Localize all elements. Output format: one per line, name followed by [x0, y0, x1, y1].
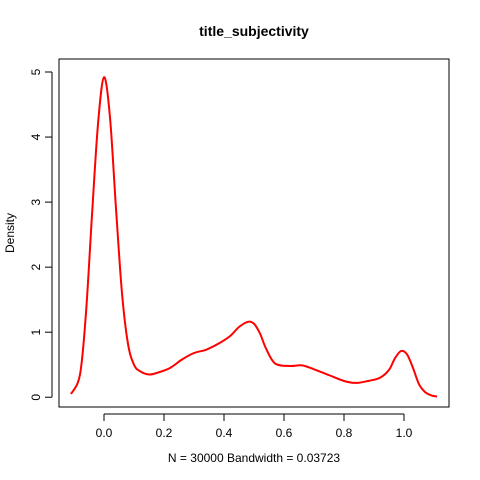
x-tick-label: 0.4 [216, 426, 233, 440]
x-tick-label: 0.2 [156, 426, 173, 440]
y-tick-label: 0 [29, 394, 43, 401]
y-tick-label: 4 [29, 133, 43, 140]
y-tick-label: 3 [29, 198, 43, 205]
x-tick-label: 0.0 [96, 426, 113, 440]
chart-title: title_subjectivity [199, 23, 309, 39]
x-axis: 0.0 0.2 0.4 0.6 0.8 1.0 [96, 413, 413, 440]
y-tick-label: 2 [29, 263, 43, 270]
x-tick-label: 1.0 [396, 426, 413, 440]
x-axis-label: N = 30000 Bandwidth = 0.03723 [168, 451, 340, 465]
plot-frame [58, 58, 450, 408]
y-tick-label: 1 [29, 329, 43, 336]
density-curve [70, 76, 438, 398]
y-tick-label: 5 [29, 68, 43, 75]
x-tick-label: 0.6 [276, 426, 293, 440]
y-axis-label: Density [3, 213, 17, 253]
y-axis: 0 1 2 3 4 5 [29, 68, 53, 401]
x-tick-label: 0.8 [336, 426, 353, 440]
